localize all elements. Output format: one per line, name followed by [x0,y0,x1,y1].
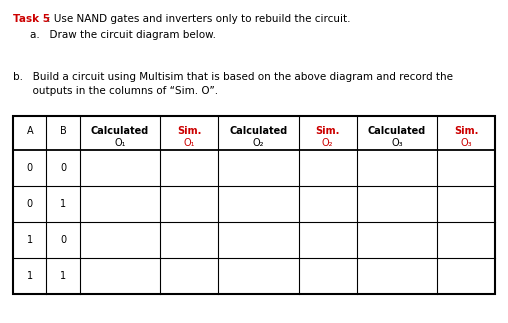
Text: 1: 1 [60,271,66,281]
Text: 0: 0 [27,199,33,209]
Text: O₃: O₃ [460,138,472,148]
Text: 0: 0 [60,235,66,245]
Text: outputs in the columns of “Sim. O”.: outputs in the columns of “Sim. O”. [13,86,218,96]
Text: Calculated: Calculated [229,126,288,136]
Text: O₁: O₁ [183,138,195,148]
Text: A: A [26,126,33,136]
Text: Sim.: Sim. [177,126,202,136]
Text: Calculated: Calculated [91,126,149,136]
Text: 1: 1 [27,235,33,245]
Text: b.   Build a circuit using Multisim that is based on the above diagram and recor: b. Build a circuit using Multisim that i… [13,72,453,82]
Text: 0: 0 [60,163,66,173]
Text: Calculated: Calculated [368,126,426,136]
Text: a.   Draw the circuit diagram below.: a. Draw the circuit diagram below. [30,30,216,40]
Text: O₂: O₂ [252,138,264,148]
Bar [13,116,495,294]
Text: O₂: O₂ [322,138,333,148]
Text: B: B [60,126,67,136]
Text: 0: 0 [27,163,33,173]
Text: Sim.: Sim. [315,126,340,136]
Text: 1: 1 [60,199,66,209]
Text: : Use NAND gates and inverters only to rebuild the circuit.: : Use NAND gates and inverters only to r… [47,14,351,24]
Text: 1: 1 [27,271,33,281]
Text: O₃: O₃ [391,138,403,148]
Text: O₁: O₁ [114,138,126,148]
Text: Task 5: Task 5 [13,14,50,24]
Text: Sim.: Sim. [454,126,478,136]
